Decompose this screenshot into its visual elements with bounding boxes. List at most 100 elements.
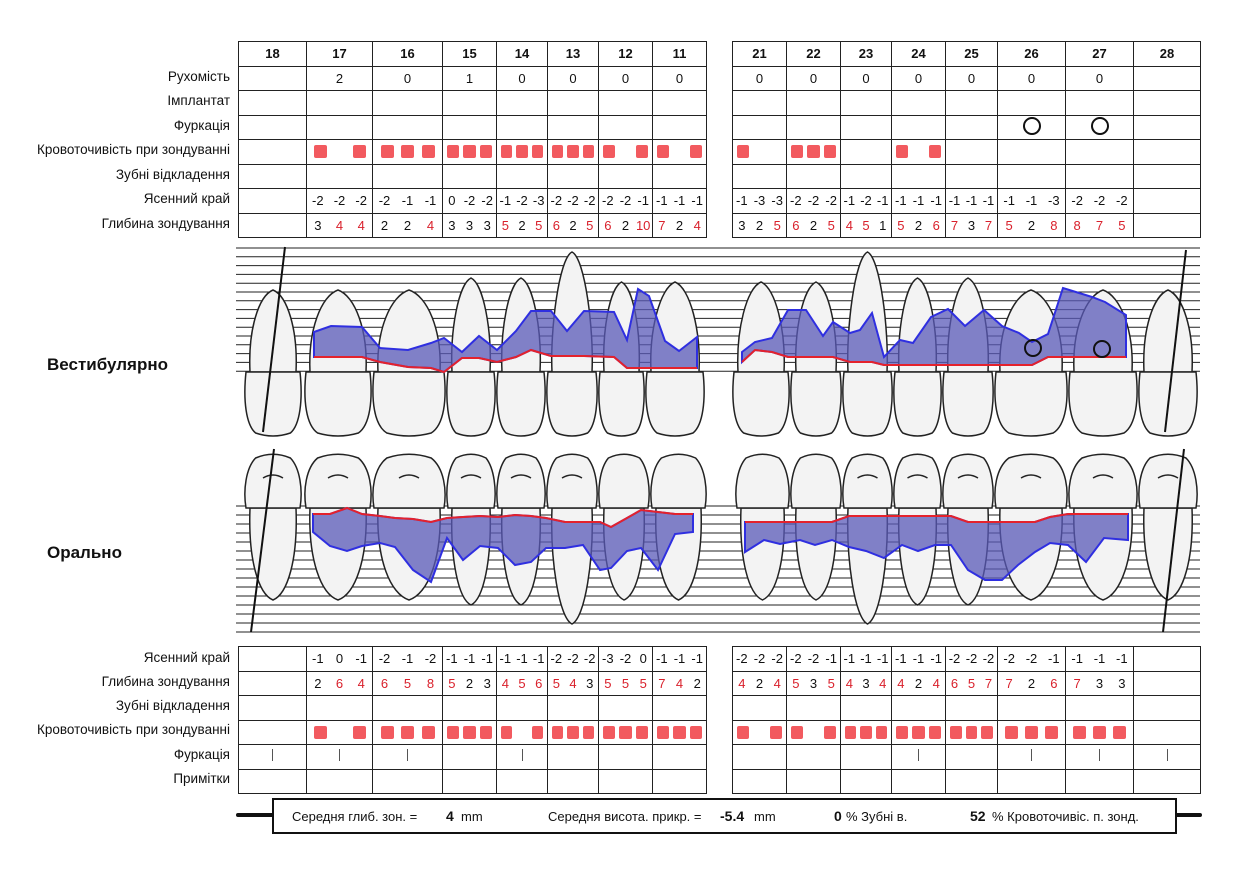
site-value: -2 (567, 651, 579, 667)
furcation-cell (238, 114, 307, 140)
gingival-margin-cell: -2 -2 -2 (547, 646, 599, 672)
gingival-margin-cell (1133, 646, 1201, 672)
site-value: 5 (639, 675, 647, 691)
furcation-tick-icon (272, 749, 273, 762)
bleeding-mark (619, 725, 632, 739)
mobility-cell: 0 (598, 65, 653, 91)
bleeding-mark (380, 145, 394, 159)
gingival-margin-cell: -2 -2 -1 (997, 646, 1066, 672)
plaque-cell (652, 695, 707, 721)
site-value: 5 (501, 217, 509, 233)
tooth-crown (1068, 371, 1138, 437)
gingival-margin-cell: -2 -1 -2 (372, 646, 443, 672)
site-value: -2 (807, 651, 820, 667)
gingival-margin-cell: -3 -2 0 (598, 646, 653, 672)
site-value: 2 (675, 217, 684, 233)
bleeding-mark (845, 725, 857, 739)
site-value: 7 (658, 217, 666, 233)
plaque-cell (945, 695, 998, 721)
notes-cell (372, 768, 443, 794)
bleeding-mark (421, 145, 435, 159)
site-value: 2 (621, 217, 630, 233)
bleeding-cell (652, 719, 707, 745)
tooth-crown (244, 371, 302, 437)
tooth-crown (735, 453, 790, 509)
site-value: -1 (982, 193, 995, 209)
bleeding-percent-value: 52 (970, 808, 986, 824)
site-value: 2 (914, 675, 923, 691)
bleeding-mark (1005, 725, 1018, 739)
site-value: -1 (1003, 193, 1015, 209)
bleeding-mark (928, 145, 941, 159)
tooth-crown (546, 453, 598, 509)
gingival-margin-cell: -1 0 -1 (306, 646, 373, 672)
bleeding-cell (945, 139, 998, 165)
site-value: -1 (401, 193, 414, 209)
occlusal-groove (561, 474, 583, 479)
site-value: 5 (552, 675, 560, 691)
site-value: -2 (567, 193, 579, 209)
site-value: -1 (656, 651, 668, 667)
gingival-margin-cell: -1 -1 -1 (840, 646, 892, 672)
probing-depth-cell (1133, 670, 1201, 696)
furcation-cell (732, 744, 787, 770)
furcation-cell (238, 744, 307, 770)
furcation-marker-26 (1024, 339, 1042, 357)
lower-table-right: -2 -2 -2 -2 -2 -1 -1 -1 -1 -1 -1 -1 -2 -2 -2 -2 -2 -1 -1 -1… (732, 646, 1201, 794)
site-value: 6 (552, 217, 560, 233)
gingival-margin-cell: -1 -1 -1 (652, 646, 707, 672)
plaque-cell (1133, 163, 1201, 189)
site-value: 5 (535, 217, 543, 233)
tooth-crown (842, 453, 893, 509)
bleeding-mark (769, 725, 782, 739)
bleeding-mark (1025, 725, 1038, 739)
site-value: 0 (639, 651, 647, 667)
tooth-crown (446, 371, 496, 437)
missing-tooth-28-mark (1164, 249, 1187, 433)
notes-cell (652, 768, 707, 794)
tooth-number: 18 (238, 41, 307, 67)
tooth-crown (372, 453, 446, 509)
occlusal-groove (398, 474, 420, 479)
lower-left-gum-line (313, 506, 693, 529)
site-value: 0 (448, 193, 456, 209)
gingival-margin-cell: -1 -1 -1 (652, 188, 707, 214)
tooth-crown (842, 371, 893, 437)
bleeding-mark (552, 145, 564, 159)
bleeding-mark (875, 725, 887, 739)
site-value: 3 (967, 217, 976, 233)
notes-cell (786, 768, 841, 794)
furcation-ring-icon (1090, 116, 1109, 135)
tooth-number: 16 (372, 41, 443, 67)
bleeding-mark (567, 725, 579, 739)
site-value: -1 (516, 651, 528, 667)
furcation-cell (1065, 744, 1134, 770)
site-value: -1 (1025, 193, 1038, 209)
mobility-cell: 2 (306, 65, 373, 91)
furcation-cell (652, 744, 707, 770)
bleeding-mark (582, 725, 594, 739)
gingival-margin-cell: -1 -3 -3 (732, 188, 787, 214)
tooth-root (1143, 289, 1193, 373)
occlusal-groove (957, 474, 979, 479)
avg-depth-label: Середня глиб. зон. = (292, 808, 418, 824)
bleeding-mark (479, 145, 492, 159)
gingival-margin-cell: -2 -2 -2 (306, 188, 373, 214)
site-value: -2 (424, 651, 437, 667)
notes-cell (891, 768, 946, 794)
mobility-cell (1133, 65, 1201, 91)
lower-row-label-furcation: Фуркація (173, 747, 230, 762)
implant-cell (496, 90, 548, 116)
upper-table-left: 18 17 16 15 14 13 12 11 2 0 1 0 0 0 0 -2 -2 -2 -2 -1 -1 0 -2 -2… (238, 41, 707, 238)
furcation-cell (891, 744, 946, 770)
tooth-number: 23 (840, 41, 892, 67)
site-value: -1 (895, 193, 907, 209)
missing-tooth-48-mark (250, 448, 275, 633)
upper-left-gum-line (314, 348, 697, 374)
plaque-cell (306, 163, 373, 189)
plaque-cell (598, 163, 653, 189)
tooth-crown (645, 371, 705, 437)
